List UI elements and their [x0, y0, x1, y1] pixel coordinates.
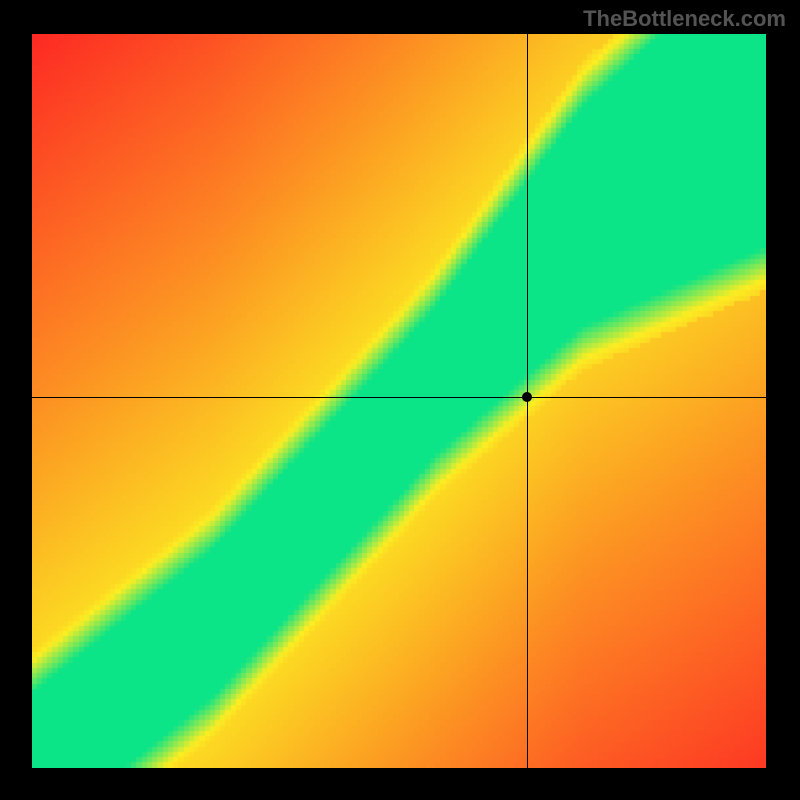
plot-area [32, 34, 766, 768]
crosshair-horizontal [32, 397, 766, 398]
heatmap-canvas [32, 34, 766, 768]
figure-container: TheBottleneck.com [0, 0, 800, 800]
marker-dot [522, 392, 532, 402]
attribution-watermark: TheBottleneck.com [583, 6, 786, 32]
